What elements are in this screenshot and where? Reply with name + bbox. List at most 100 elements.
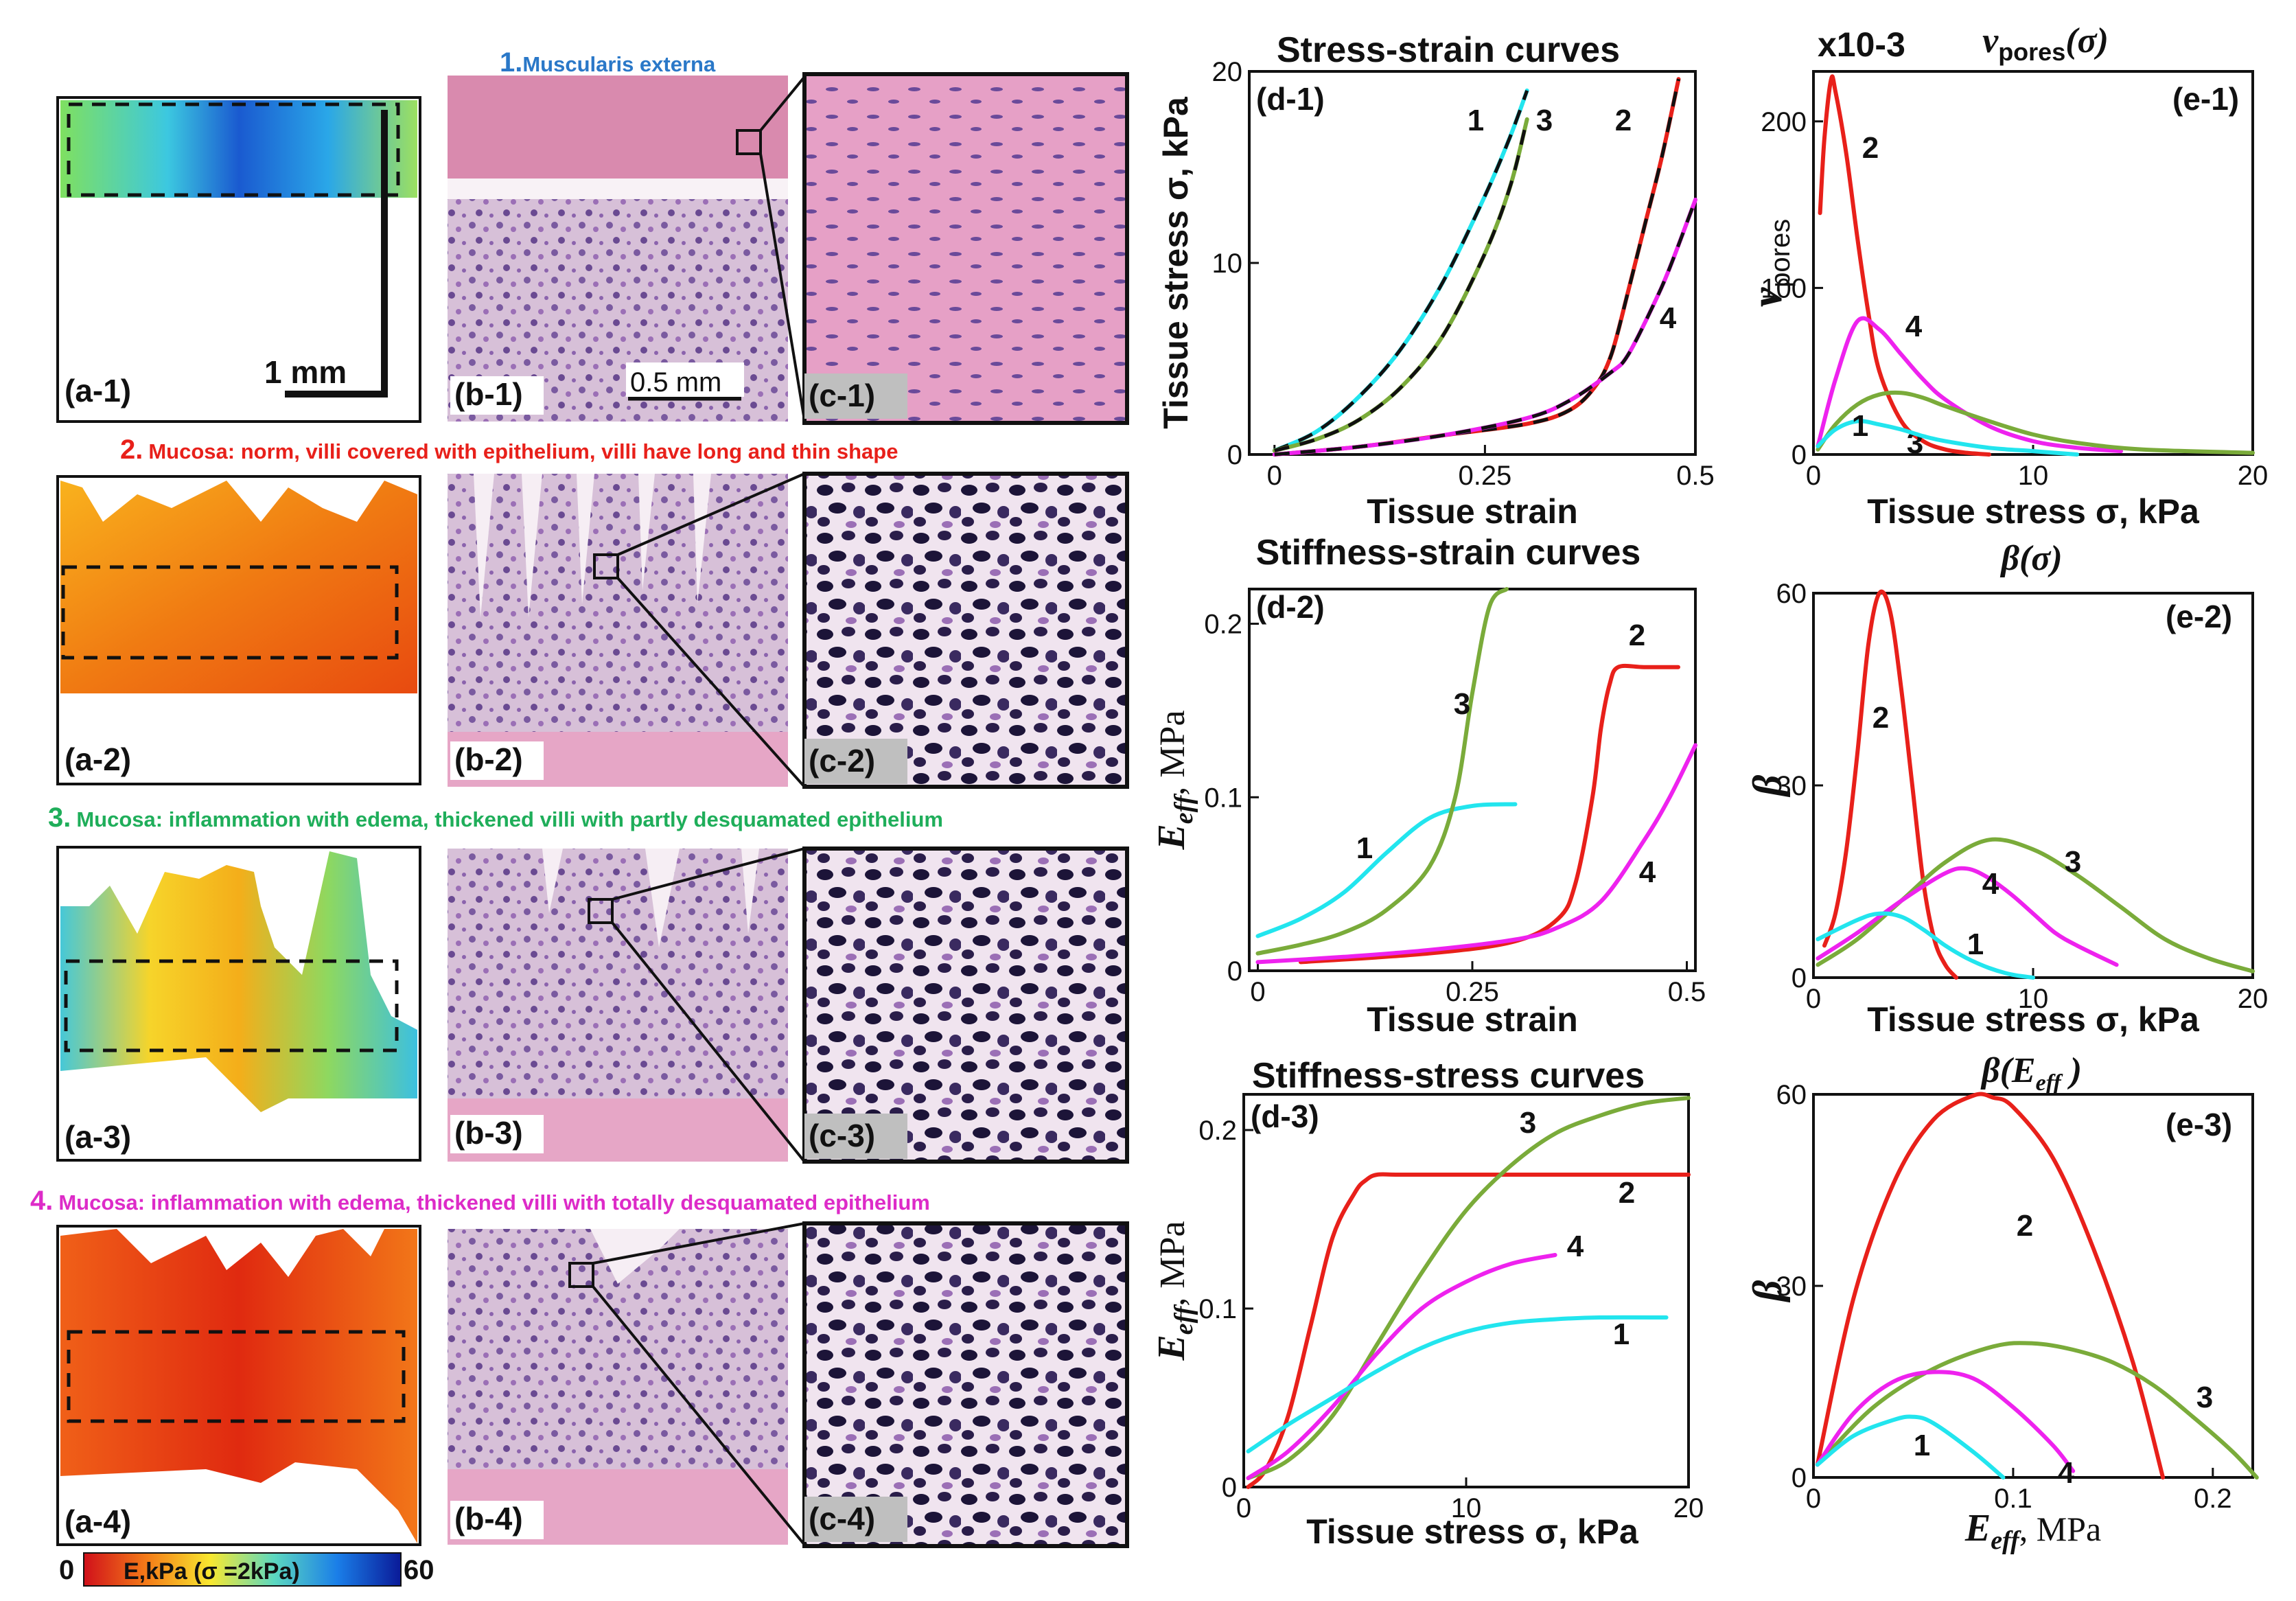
y-axis-title-group: Eeff, MPa bbox=[1150, 1221, 1198, 1361]
zoom-line-4b bbox=[592, 1285, 806, 1546]
y-tick-label: 60 bbox=[1776, 1080, 1807, 1110]
y-axis-title: Eeff, MPa bbox=[1150, 1221, 1198, 1361]
series-4-label: 4 bbox=[2058, 1456, 2075, 1490]
y-tick-label: 10 bbox=[1212, 249, 1243, 279]
scalebar-b-label: 0.5 mm bbox=[630, 367, 721, 398]
y-tick-label: 20 bbox=[1212, 57, 1243, 87]
x-tick-label: 20 bbox=[2238, 461, 2269, 491]
colorbar-label: E,kPa (σ =2kPa) bbox=[124, 1558, 300, 1585]
chart-title: Stress-strain curves bbox=[1277, 30, 1620, 70]
panel-a2-elastogram bbox=[60, 481, 417, 693]
y-tick-label: 0 bbox=[1791, 963, 1807, 993]
panel-b2-villi-gaps bbox=[474, 474, 711, 618]
panel-a3-elastogram bbox=[60, 851, 417, 1112]
series-2-line bbox=[1246, 1172, 1691, 1489]
y-tick-label: 0.1 bbox=[1198, 1294, 1237, 1324]
panel-label-e-2: (e-2) bbox=[2166, 599, 2232, 634]
caption-row-2: 2. Mucosa: norm, villi covered with epith… bbox=[120, 435, 898, 465]
zoom-line-3a bbox=[612, 847, 805, 901]
series-4-label: 4 bbox=[1639, 855, 1656, 889]
panel-label-d-3: (d-3) bbox=[1251, 1098, 1319, 1134]
series-3-label: 3 bbox=[1536, 104, 1553, 137]
series-1-label: 1 bbox=[1468, 104, 1484, 137]
panel-b1-muscle-band bbox=[448, 76, 788, 178]
chart-d1: 0 0.25 0.5 0 10 20 1 3 2 4 (d-1) Stress-strain curv… bbox=[1157, 30, 1715, 531]
y-axis-title-group: β bbox=[1745, 774, 1790, 797]
y-tick-label: 0 bbox=[1222, 1473, 1237, 1503]
caption-row-4-num: 4. bbox=[30, 1186, 53, 1216]
panel-a4-roi bbox=[67, 1330, 406, 1423]
x-tick-label: 0 bbox=[1236, 1493, 1251, 1523]
colorbar-gradient bbox=[83, 1552, 402, 1587]
series-3-line bbox=[1255, 587, 1509, 956]
series-2-label: 2 bbox=[1862, 131, 1879, 165]
caption-row-1-text: Muscularis externa bbox=[522, 52, 716, 76]
caption-row-3: 3. Mucosa: inflammation with edema, thick… bbox=[48, 803, 943, 833]
x-tick-label: 0 bbox=[1806, 461, 1821, 491]
panel-a3-roi bbox=[64, 959, 399, 1052]
y-tick-label: 200 bbox=[1761, 107, 1807, 137]
panel-a4-elastogram bbox=[60, 1229, 417, 1543]
panel-label-c3-bg bbox=[804, 1114, 907, 1159]
panel-label-c2: (c-2) bbox=[809, 743, 875, 779]
series-2-line bbox=[1815, 1092, 2166, 1479]
y-tick-label: 0.2 bbox=[1198, 1116, 1237, 1146]
x-axis-title: Tissue stress σ, kPa bbox=[1867, 492, 2200, 531]
series-2-line bbox=[1299, 663, 1680, 965]
panel-label-a4: (a-4) bbox=[65, 1504, 131, 1539]
series-2-line bbox=[1822, 589, 1958, 980]
series-1-label: 1 bbox=[1852, 409, 1868, 443]
panel-c3-zoom bbox=[802, 846, 1129, 1164]
caption-row-3-text: Mucosa: inflammation with edema, thicken… bbox=[76, 807, 943, 831]
x-tick-label: 0.5 bbox=[1668, 977, 1706, 1007]
panel-label-c4-bg bbox=[804, 1497, 907, 1542]
series-4-line bbox=[1255, 743, 1697, 965]
title-sub: pores bbox=[1998, 38, 2065, 66]
panel-a1-roi bbox=[67, 102, 400, 197]
zoom-line-4a bbox=[592, 1222, 805, 1265]
panel-label-b1-bg bbox=[450, 376, 544, 415]
y-axis-title-sub: pores bbox=[1765, 219, 1796, 288]
panel-label-a2: (a-2) bbox=[65, 741, 131, 777]
y-axis-title-main: v bbox=[1742, 287, 1791, 307]
x-tick-label: 10 bbox=[2018, 984, 2049, 1014]
x-axis-title: Tissue strain bbox=[1367, 492, 1578, 531]
panel-b3-villi-gaps bbox=[542, 849, 759, 947]
plot-frame bbox=[1812, 1093, 2254, 1479]
x-axis-title: Tissue stress σ, kPa bbox=[1306, 1512, 1639, 1551]
title-sub: eff bbox=[2036, 1070, 2064, 1096]
series-1-label: 1 bbox=[1967, 928, 1984, 961]
caption-row-4: 4. Mucosa: inflammation with edema, thick… bbox=[30, 1186, 930, 1216]
chart-title: Stiffness-stress curves bbox=[1252, 1056, 1645, 1096]
series-2-label: 2 bbox=[1629, 619, 1645, 652]
y-multiplier: x10-3 bbox=[1818, 25, 1905, 64]
x-tick-label: 0.1 bbox=[1994, 1484, 2032, 1514]
caption-row-1-num: 1. bbox=[500, 47, 522, 78]
zoom-line-1a bbox=[759, 76, 806, 132]
y-tick-label: 30 bbox=[1776, 771, 1807, 801]
title-main: β(E bbox=[1980, 1051, 2036, 1090]
series-1-label: 1 bbox=[1613, 1317, 1630, 1351]
y-tick-label: 0 bbox=[1791, 440, 1807, 470]
panel-b4-zoom-box bbox=[568, 1262, 594, 1288]
colorbar-min: 0 bbox=[59, 1555, 74, 1585]
y-tick-label: 30 bbox=[1776, 1271, 1807, 1302]
chart-title: Stiffness-strain curves bbox=[1256, 533, 1641, 573]
y-axis-title: β bbox=[1745, 774, 1790, 797]
panel-label-e-3: (e-3) bbox=[2166, 1107, 2232, 1142]
panel-b1-gap bbox=[448, 178, 788, 199]
zoom-line-2b bbox=[616, 577, 806, 788]
series-3-label: 3 bbox=[1454, 687, 1470, 721]
series-1-line bbox=[1246, 1315, 1669, 1453]
series-2-fit-line bbox=[1274, 78, 1680, 457]
x-axis-title: Tissue strain bbox=[1367, 1000, 1578, 1039]
x-tick-label: 0 bbox=[1806, 1484, 1821, 1514]
panel-a1-elastogram bbox=[60, 100, 417, 198]
panel-label-c3: (c-3) bbox=[809, 1118, 875, 1153]
x-tick-label: 0.25 bbox=[1446, 977, 1499, 1007]
series-4-label: 4 bbox=[1982, 867, 1999, 901]
panel-label-c1-bg bbox=[804, 373, 907, 419]
y-axis-title: β bbox=[1745, 1280, 1790, 1302]
y-tick-label: 0 bbox=[1227, 956, 1242, 987]
